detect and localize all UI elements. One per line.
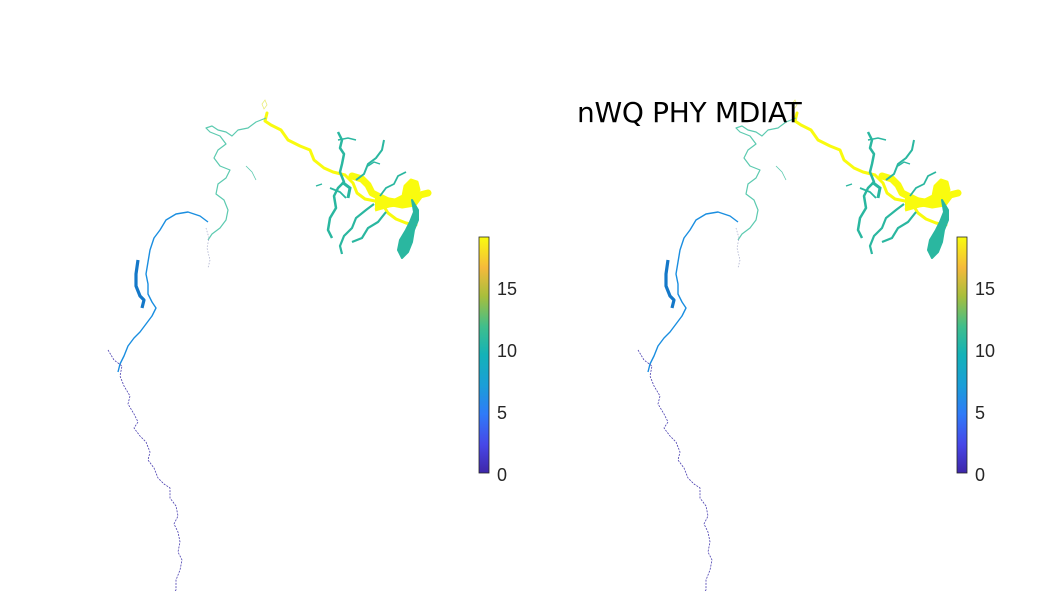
right-colorbar-tick-10: 10 <box>975 341 995 361</box>
figure-title: nWQ PHY MDIAT <box>577 96 802 129</box>
left-colorbar: 0 5 10 15 <box>478 236 517 485</box>
left-river-network <box>108 100 428 591</box>
left-colorbar-tick-10: 10 <box>497 341 517 361</box>
right-colorbar-bar <box>956 236 968 474</box>
right-colorbar-tick-0: 0 <box>975 465 985 485</box>
right-river-network <box>638 100 958 591</box>
right-colorbar: 0 5 10 15 <box>956 236 995 485</box>
left-colorbar-tick-15: 15 <box>497 279 517 299</box>
right-map <box>638 100 958 591</box>
left-map <box>108 100 428 591</box>
left-colorbar-tick-0: 0 <box>497 465 507 485</box>
left-colorbar-bar <box>478 236 490 474</box>
right-colorbar-tick-15: 15 <box>975 279 995 299</box>
right-colorbar-tick-5: 5 <box>975 403 985 423</box>
left-colorbar-tick-5: 5 <box>497 403 507 423</box>
